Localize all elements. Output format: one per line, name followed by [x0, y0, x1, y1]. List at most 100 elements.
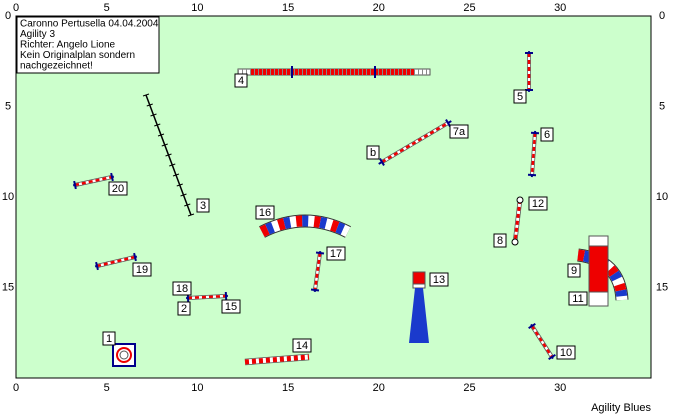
- obstacle-label: 4: [238, 75, 244, 87]
- weave-pole: [146, 103, 153, 107]
- obstacle-label: 15: [225, 301, 237, 313]
- weave-pole: [150, 113, 157, 117]
- weave-pole: [142, 93, 150, 97]
- bar-stripes: [530, 132, 537, 176]
- chute-bottom: [588, 291, 609, 307]
- obstacle-label: 5: [517, 91, 523, 103]
- frame-top-white: [412, 283, 426, 289]
- info-line: Richter: Angelo Lione: [20, 40, 116, 51]
- label-box: [292, 338, 312, 353]
- weave-pole: [161, 143, 168, 147]
- bar-stripes: [244, 354, 310, 365]
- obstacle-label: 1: [106, 333, 112, 345]
- label-box: [221, 299, 241, 314]
- footer: Agility Blues: [591, 402, 651, 414]
- label-box: [568, 291, 588, 306]
- x-tick-label: 25: [463, 2, 475, 14]
- label-box: [556, 345, 576, 360]
- label-box: [366, 145, 380, 160]
- obstacle-label: 12: [532, 198, 544, 210]
- x-tick-label: 0: [13, 2, 19, 14]
- y-tick-label: 10: [656, 191, 668, 203]
- x-tick-label: 30: [554, 2, 566, 14]
- bar-stripes: [74, 175, 113, 187]
- info-line: Kein Originalplan sondern: [20, 50, 135, 61]
- label-box: [513, 89, 527, 104]
- y-tick-label: 15: [2, 281, 14, 293]
- x-tick-label: 15: [282, 2, 294, 14]
- bar-base: [96, 255, 136, 268]
- label-box: [196, 198, 210, 213]
- info-box: [16, 16, 160, 74]
- obstacle-label: 17: [330, 248, 342, 260]
- x-tick-label: 10: [191, 382, 203, 394]
- long-jump-red: [250, 69, 415, 75]
- weave-pole: [169, 163, 176, 167]
- label-box: [567, 263, 581, 278]
- bar-stripes: [381, 121, 449, 164]
- bar-stripes: [187, 294, 227, 300]
- label-box: [102, 331, 116, 346]
- obstacle-label: 2: [181, 303, 187, 315]
- tunnel-blue: [259, 215, 351, 237]
- x-tick-label: 20: [373, 382, 385, 394]
- table-ring: [116, 347, 132, 363]
- label-box: [429, 272, 449, 287]
- obstacle-label: 9: [571, 265, 577, 277]
- x-tick-label: 10: [191, 2, 203, 14]
- weave-pole: [187, 213, 195, 217]
- obstacle-label: 20: [112, 183, 124, 195]
- obstacle-label: 13: [433, 274, 445, 286]
- x-tick-label: 5: [104, 2, 110, 14]
- obstacle-label: 8: [497, 235, 503, 247]
- obstacle-label: 14: [296, 340, 308, 352]
- table-center: [119, 350, 129, 360]
- label-box: [177, 301, 191, 316]
- bar-stripes: [530, 325, 554, 358]
- obstacle-label: 19: [136, 264, 148, 276]
- weave-pole: [157, 133, 165, 137]
- x-tick-label: 5: [104, 382, 110, 394]
- label-box: [108, 181, 128, 196]
- y-tick-label: 5: [659, 100, 665, 112]
- label-box: [493, 233, 507, 248]
- x-tick-label: 20: [373, 2, 385, 14]
- weave-pole: [176, 183, 183, 187]
- wing: [530, 323, 533, 327]
- tunnel-blue: [577, 249, 628, 301]
- label-box: [326, 246, 346, 261]
- x-tick-label: 30: [554, 382, 566, 394]
- bar-stripes: [513, 199, 522, 243]
- obstacles: [72, 51, 629, 367]
- y-tick-label: 0: [5, 10, 11, 22]
- wing: [551, 356, 554, 360]
- label-box: [172, 281, 192, 296]
- obstacle-label: 11: [572, 293, 583, 305]
- info-line: Caronno Pertusella 04.04.2004: [20, 19, 159, 30]
- obstacle-label: 10: [560, 347, 572, 359]
- info-line: nachgezeichnet!: [20, 61, 93, 72]
- info-line: Agility 3: [20, 29, 55, 40]
- label-box: [234, 73, 248, 88]
- y-tick-label: 5: [5, 100, 11, 112]
- wing: [378, 161, 383, 165]
- y-tick-label: 10: [2, 191, 14, 203]
- weave-pole: [184, 203, 191, 207]
- obstacle-label: 3: [200, 200, 206, 212]
- weave-pole: [172, 173, 180, 177]
- frame-ramp: [409, 288, 429, 343]
- obstacle-label: 16: [259, 207, 271, 219]
- obstacle-label: 7a: [453, 126, 466, 138]
- wing: [447, 120, 452, 124]
- y-tick-label: 0: [659, 10, 665, 22]
- bar-stripes: [313, 252, 322, 291]
- weave-pole: [165, 153, 172, 157]
- x-tick-label: 25: [463, 382, 475, 394]
- x-tick-label: 15: [282, 382, 294, 394]
- label-box: [528, 196, 548, 211]
- obstacle-label: 18: [176, 283, 188, 295]
- weave-pole: [180, 193, 187, 197]
